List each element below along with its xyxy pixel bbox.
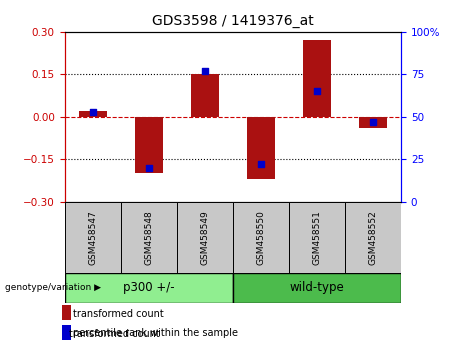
Bar: [247, 117, 275, 179]
Text: wild-type: wild-type: [290, 281, 344, 294]
Point: [257, 161, 265, 167]
Text: GSM458549: GSM458549: [200, 210, 209, 264]
Bar: [65, 202, 121, 273]
Point: [369, 119, 377, 125]
Bar: [65, 273, 233, 303]
Bar: [359, 117, 387, 128]
Text: GSM458547: GSM458547: [88, 210, 97, 264]
Text: GSM458550: GSM458550: [256, 210, 266, 265]
Bar: [345, 202, 401, 273]
Point: [89, 109, 96, 115]
Text: transformed count: transformed count: [73, 309, 164, 319]
Text: genotype/variation ▶: genotype/variation ▶: [5, 283, 100, 292]
Text: p300 +/-: p300 +/-: [123, 281, 174, 294]
Text: GSM458548: GSM458548: [144, 210, 153, 264]
Bar: [191, 74, 219, 117]
Bar: [62, 305, 71, 320]
Bar: [121, 202, 177, 273]
Bar: [303, 40, 331, 117]
Point: [145, 165, 152, 171]
Text: GSM458551: GSM458551: [313, 210, 321, 265]
Bar: [289, 202, 345, 273]
Point: [313, 88, 321, 94]
Point: [201, 68, 208, 74]
Bar: [78, 111, 106, 117]
Bar: [233, 202, 289, 273]
Bar: [233, 273, 401, 303]
Title: GDS3598 / 1419376_at: GDS3598 / 1419376_at: [152, 14, 313, 28]
Text: GSM458552: GSM458552: [368, 210, 378, 264]
Bar: [135, 117, 163, 173]
Text: percentile rank within the sample: percentile rank within the sample: [73, 328, 238, 338]
Bar: [62, 325, 71, 340]
Text: transformed count: transformed count: [69, 329, 160, 339]
Bar: [177, 202, 233, 273]
